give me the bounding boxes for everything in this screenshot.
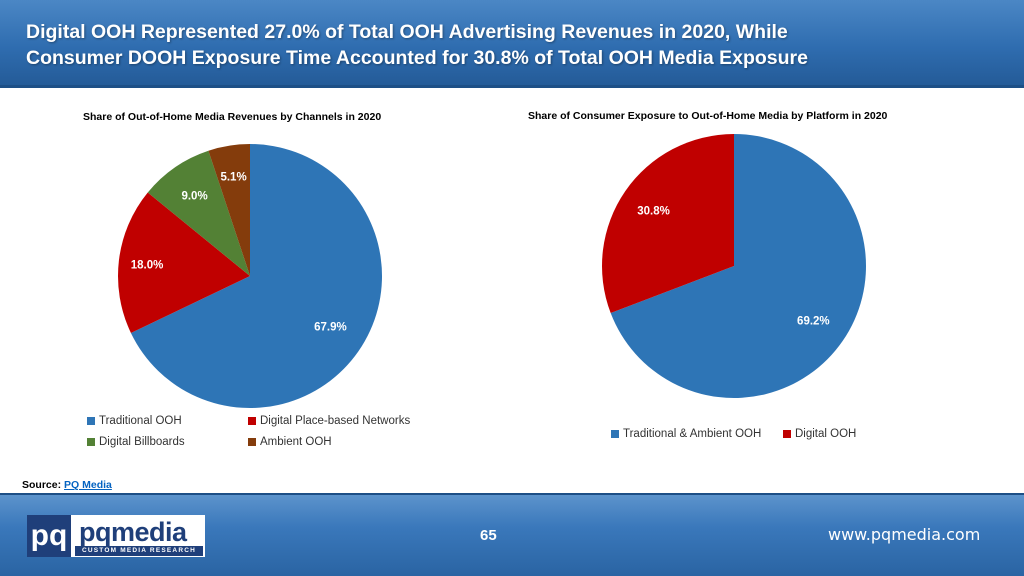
chart-2-title: Share of Consumer Exposure to Out-of-Hom… — [528, 110, 888, 122]
chart-1-legend-item-1: Traditional OOH — [87, 415, 182, 427]
chart-1-legend-label-3: Digital Billboards — [99, 436, 185, 448]
chart-1-legend-swatch-3 — [87, 438, 95, 446]
source-note: Source: PQ Media — [22, 479, 112, 491]
logo-tagline: CUSTOM MEDIA RESEARCH — [75, 546, 203, 556]
chart-1-slice-1 — [130, 144, 382, 409]
chart-1-legend-item-4: Ambient OOH — [248, 436, 332, 448]
chart-2-data-label-1: 69.2% — [797, 316, 830, 328]
chart-2-legend-swatch-1 — [611, 430, 619, 438]
chart-1-legend-swatch-2 — [248, 417, 256, 425]
chart-1-data-label-2: 18.0% — [131, 259, 164, 271]
slide-header: Digital OOH Represented 27.0% of Total O… — [0, 0, 1024, 88]
chart-1-legend-item-3: Digital Billboards — [87, 436, 185, 448]
chart-1-data-label-1: 67.9% — [314, 322, 347, 334]
chart-2-data-label-2: 30.8% — [637, 206, 670, 218]
chart-1-slice-2 — [117, 192, 250, 333]
slide-title: Digital OOH Represented 27.0% of Total O… — [26, 19, 1014, 71]
chart-1-legend-label-1: Traditional OOH — [99, 415, 182, 427]
chart-1-legend-item-2: Digital Place-based Networks — [248, 415, 410, 427]
chart-1-legend-label-2: Digital Place-based Networks — [260, 415, 411, 427]
source-label: Source: — [22, 479, 62, 491]
chart-2-legend-label-1: Traditional & Ambient OOH — [623, 428, 762, 440]
chart-1-data-label-3: 9.0% — [181, 191, 207, 203]
website-url: www.pqmedia.com — [828, 525, 981, 544]
chart-1-slice-4 — [208, 144, 250, 276]
chart-2-slice-1 — [610, 134, 867, 399]
page-number: 65 — [480, 527, 497, 544]
logo-mark: pq — [27, 515, 71, 557]
chart-2-legend-swatch-2 — [783, 430, 791, 438]
chart-1-title: Share of Out-of-Home Media Revenues by C… — [83, 111, 382, 123]
chart-1-slice-3 — [147, 150, 250, 276]
chart-2-legend-item-2: Digital OOH — [783, 428, 856, 440]
chart-1-data-label-4: 5.1% — [220, 171, 246, 183]
chart-2-legend-label-2: Digital OOH — [795, 428, 857, 440]
chart-1-legend-swatch-1 — [87, 417, 95, 425]
chart-1-legend-label-4: Ambient OOH — [260, 436, 332, 448]
logo-brand: pqmedia — [79, 517, 187, 547]
slide-title-line-2: Consumer DOOH Exposure Time Accounted fo… — [26, 47, 808, 69]
chart-2-slice-2 — [602, 134, 734, 314]
pq-media-logo: pq pqmedia CUSTOM MEDIA RESEARCH — [27, 515, 205, 557]
slide-footer: pq pqmedia CUSTOM MEDIA RESEARCH 65 www.… — [0, 493, 1024, 576]
chart-2-legend-item-1: Traditional & Ambient OOH — [611, 428, 761, 440]
logo-wordmark: pqmedia CUSTOM MEDIA RESEARCH — [71, 515, 205, 557]
source-link[interactable]: PQ Media — [64, 479, 112, 491]
chart-1-legend-swatch-4 — [248, 438, 256, 446]
slide-title-line-1: Digital OOH Represented 27.0% of Total O… — [26, 21, 788, 43]
